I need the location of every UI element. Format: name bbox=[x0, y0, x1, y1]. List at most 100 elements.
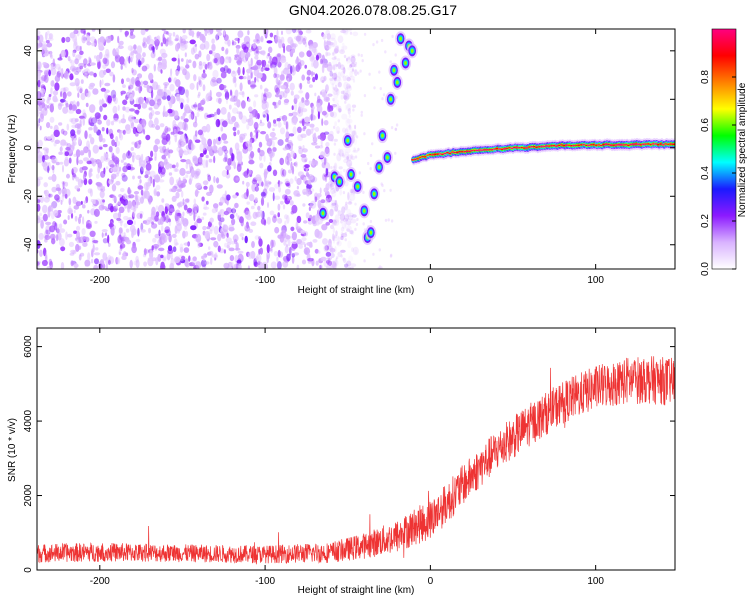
noise-speckle bbox=[347, 66, 353, 71]
noise-speckle bbox=[143, 128, 146, 135]
noise-speckle bbox=[350, 69, 357, 74]
noise-speckle bbox=[185, 64, 190, 69]
noise-speckle bbox=[221, 120, 228, 128]
noise-speckle bbox=[252, 42, 257, 49]
noise-speckle bbox=[76, 156, 79, 166]
noise-speckle bbox=[246, 68, 253, 74]
snr-frame bbox=[36, 327, 676, 571]
noise-speckle bbox=[270, 261, 277, 269]
noise-speckle bbox=[311, 142, 318, 146]
noise-speckle bbox=[319, 91, 323, 95]
noise-speckle bbox=[223, 249, 226, 254]
noise-speckle bbox=[147, 177, 152, 184]
noise-speckle bbox=[350, 56, 356, 64]
noise-speckle bbox=[92, 199, 96, 205]
noise-speckle bbox=[38, 39, 42, 49]
noise-speckle bbox=[162, 33, 165, 43]
noise-speckle bbox=[218, 136, 221, 142]
noise-speckle bbox=[308, 202, 314, 207]
noise-speckle bbox=[84, 73, 88, 78]
noise-speckle bbox=[43, 53, 49, 57]
noise-speckle bbox=[78, 254, 82, 261]
noise-speckle bbox=[290, 65, 293, 75]
noise-speckle bbox=[317, 135, 321, 140]
noise-speckle bbox=[304, 64, 308, 69]
noise-speckle bbox=[118, 166, 122, 172]
noise-speckle bbox=[54, 82, 60, 91]
noise-speckle bbox=[41, 75, 47, 82]
noise-speckle bbox=[39, 249, 43, 257]
noise-speckle bbox=[336, 63, 343, 68]
noise-speckle bbox=[345, 147, 351, 154]
noise-speckle bbox=[123, 215, 129, 221]
track-blob-core bbox=[346, 138, 350, 143]
noise-speckle bbox=[363, 259, 366, 263]
noise-speckle bbox=[337, 148, 341, 156]
noise-speckle bbox=[45, 221, 52, 226]
noise-speckle bbox=[143, 248, 147, 256]
noise-speckle bbox=[325, 142, 330, 147]
noise-speckle bbox=[348, 266, 351, 269]
noise-speckle bbox=[183, 204, 188, 211]
noise-speckle bbox=[231, 39, 234, 46]
noise-speckle bbox=[105, 166, 109, 170]
noise-speckle bbox=[286, 253, 291, 262]
noise-speckle bbox=[167, 108, 173, 114]
noise-speckle bbox=[293, 116, 297, 126]
noise-speckle bbox=[135, 255, 139, 263]
noise-speckle bbox=[323, 131, 330, 135]
noise-speckle bbox=[164, 158, 168, 165]
noise-speckle bbox=[99, 190, 105, 199]
noise-speckle bbox=[261, 181, 264, 187]
noise-speckle bbox=[100, 155, 104, 164]
noise-speckle bbox=[221, 234, 226, 239]
noise-speckle bbox=[333, 49, 336, 58]
noise-speckle bbox=[254, 256, 259, 261]
noise-speckle bbox=[119, 40, 124, 46]
noise-speckle bbox=[268, 181, 272, 185]
noise-speckle bbox=[266, 180, 270, 188]
noise-speckle bbox=[344, 214, 349, 222]
noise-speckle bbox=[178, 177, 181, 185]
noise-speckle bbox=[158, 229, 161, 236]
noise-speckle bbox=[282, 147, 288, 151]
noise-speckle bbox=[112, 48, 117, 57]
noise-speckle bbox=[119, 233, 122, 241]
noise-speckle bbox=[109, 71, 114, 77]
noise-speckle bbox=[167, 40, 174, 46]
noise-speckle bbox=[312, 239, 318, 243]
noise-speckle bbox=[317, 199, 322, 209]
track-blob-core bbox=[372, 191, 376, 196]
noise-speckle bbox=[78, 115, 85, 119]
noise-speckle bbox=[302, 188, 308, 195]
noise-speckle bbox=[153, 63, 156, 72]
noise-speckle bbox=[130, 46, 134, 55]
noise-speckle bbox=[174, 168, 179, 172]
noise-speckle bbox=[153, 144, 159, 153]
noise-speckle bbox=[120, 187, 125, 193]
noise-speckle bbox=[234, 56, 238, 61]
noise-speckle bbox=[101, 79, 104, 86]
noise-speckle bbox=[331, 57, 337, 61]
noise-speckle bbox=[211, 51, 216, 56]
noise-speckle bbox=[60, 246, 66, 252]
colorbar-tick-label: 0.4 bbox=[700, 166, 711, 180]
noise-speckle bbox=[48, 193, 51, 198]
noise-speckle bbox=[340, 254, 343, 258]
noise-speckle bbox=[337, 71, 342, 79]
noise-speckle bbox=[111, 184, 117, 192]
noise-speckle bbox=[268, 187, 276, 192]
noise-speckle bbox=[161, 52, 168, 59]
noise-speckle bbox=[291, 165, 295, 175]
noise-speckle bbox=[185, 159, 191, 165]
noise-speckle bbox=[170, 253, 173, 260]
noise-speckle bbox=[223, 140, 229, 144]
noise-speckle bbox=[317, 250, 321, 254]
noise-speckle bbox=[119, 56, 125, 65]
noise-speckle bbox=[71, 124, 78, 129]
noise-speckle bbox=[217, 211, 221, 216]
noise-speckle bbox=[244, 207, 250, 215]
noise-speckle bbox=[331, 202, 337, 206]
noise-speckle bbox=[190, 47, 195, 55]
noise-speckle bbox=[329, 37, 336, 41]
